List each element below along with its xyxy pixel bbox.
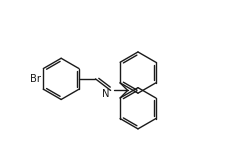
Text: Br: Br [30,74,41,84]
Text: N: N [102,89,109,99]
